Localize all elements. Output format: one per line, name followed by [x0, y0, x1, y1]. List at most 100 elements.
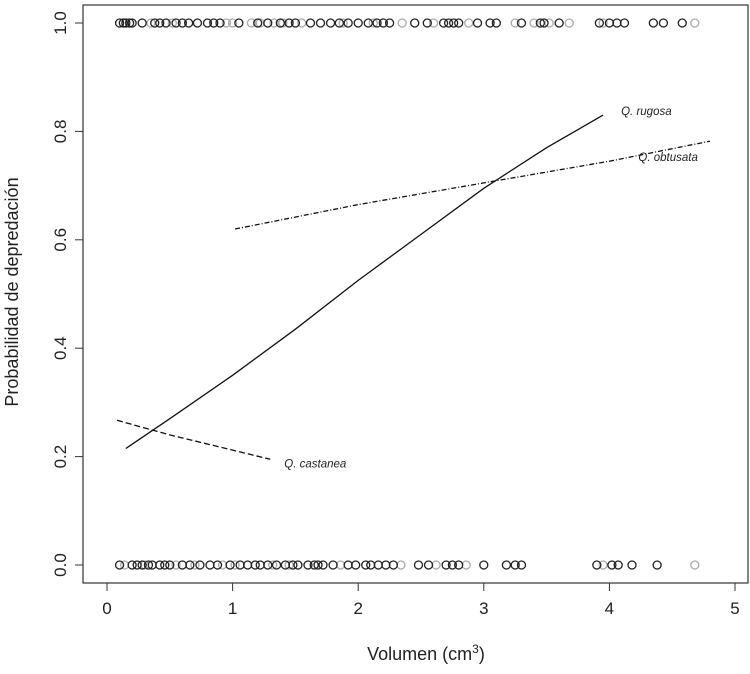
- x-tick-label: 5: [730, 599, 739, 618]
- observation-point-top: [449, 18, 459, 28]
- series-label-q-obtusata: Q. obtusata: [638, 152, 697, 164]
- observation-point-bottom-gray: [431, 560, 441, 570]
- x-axis-title: Volumen (cm3): [367, 642, 485, 664]
- y-tick-label: 0.4: [51, 336, 70, 360]
- x-tick-label: 3: [479, 599, 488, 618]
- observation-point-top: [677, 18, 687, 28]
- series-label-q-castanea: Q. castanea: [284, 458, 346, 470]
- observation-point-top: [554, 18, 564, 28]
- x-tick-label: 0: [102, 599, 111, 618]
- observation-point-bottom: [479, 560, 489, 570]
- observation-point-bottom: [212, 560, 223, 570]
- observation-point-bottom: [132, 560, 142, 570]
- observation-point-bottom: [652, 560, 662, 570]
- observation-point-top: [438, 18, 449, 28]
- observation-point-top-gray: [428, 18, 439, 28]
- y-ticks: 0.0 0.2 0.4 0.6 0.8 1.0: [51, 11, 83, 577]
- observation-point-bottom: [627, 560, 637, 570]
- observation-point-top: [422, 18, 432, 28]
- observation-point-bottom: [114, 560, 125, 570]
- observation-point-top: [658, 18, 669, 28]
- observation-point-top-gray: [227, 18, 238, 28]
- observation-point-bottom: [413, 560, 424, 570]
- y-tick-label: 0.8: [51, 120, 70, 144]
- observation-point-bottom-gray: [268, 560, 278, 570]
- x-axis-title-sup: 3: [472, 642, 479, 656]
- observation-point-bottom: [501, 560, 512, 570]
- observation-point-top-gray: [246, 18, 257, 28]
- observation-point-bottom: [205, 560, 215, 570]
- observation-point-bottom: [447, 560, 458, 570]
- x-tick-label: 2: [353, 599, 362, 618]
- observation-point-top: [253, 18, 263, 28]
- observation-point-top: [150, 18, 160, 28]
- observation-point-top: [378, 18, 388, 28]
- observation-point-top: [648, 18, 659, 28]
- observation-point-bottom: [373, 560, 383, 570]
- series-labels: Q. rugosa Q. obtusata Q. castanea: [284, 106, 698, 470]
- observation-point-top: [353, 18, 363, 28]
- observation-point-bottom: [250, 560, 260, 570]
- observation-point-top: [384, 18, 395, 28]
- observation-point-bottom: [263, 560, 273, 570]
- observation-point-top-gray: [529, 18, 539, 28]
- observation-point-top: [121, 18, 131, 28]
- observation-point-top-gray: [269, 18, 279, 28]
- observation-point-top: [535, 18, 545, 28]
- x-axis-title-close: ): [479, 644, 485, 664]
- observation-point-top-gray: [338, 18, 348, 28]
- observation-point-top-gray: [544, 18, 554, 28]
- observation-point-bottom: [328, 560, 338, 570]
- observation-point-bottom-gray: [598, 560, 608, 570]
- y-tick-label: 0.2: [51, 445, 70, 469]
- curve-q-obtusata: [234, 140, 711, 230]
- observation-point-bottom-gray: [690, 560, 700, 570]
- observation-point-bottom: [195, 560, 205, 570]
- observation-point-top: [192, 18, 203, 28]
- observation-point-top: [612, 18, 622, 28]
- observation-point-bottom-gray: [171, 560, 181, 570]
- y-tick-label: 1.0: [51, 11, 70, 35]
- observation-point-bottom: [137, 560, 147, 570]
- observation-point-top: [334, 18, 345, 28]
- observation-point-top: [275, 18, 285, 28]
- observation-point-top: [114, 18, 125, 28]
- curve-q-rugosa: [125, 114, 604, 450]
- observation-point-top: [443, 18, 454, 28]
- observation-point-bottom: [309, 560, 319, 570]
- series-label-q-rugosa: Q. rugosa: [621, 106, 672, 118]
- observation-point-top: [177, 18, 188, 28]
- x-tick-label: 4: [605, 599, 614, 618]
- observation-point-bottom: [592, 560, 602, 570]
- observation-point-top: [137, 18, 147, 28]
- observation-point-top: [619, 18, 630, 28]
- observation-point-bottom: [303, 560, 313, 570]
- observation-point-bottom: [271, 560, 282, 570]
- observation-point-top: [472, 18, 483, 28]
- observation-point-bottom-gray: [396, 560, 406, 570]
- observation-point-top-gray: [690, 18, 700, 28]
- y-axis-title: Probabilidad de depredación: [2, 177, 22, 406]
- observation-point-top: [516, 18, 527, 28]
- observation-point-bottom: [288, 560, 298, 570]
- observation-point-top: [118, 18, 128, 28]
- y-tick-label: 0.0: [51, 553, 70, 577]
- observation-point-bottom-gray: [230, 560, 240, 570]
- observation-point-bottom: [510, 560, 520, 570]
- observation-point-top-gray: [167, 18, 177, 28]
- observation-point-top-gray: [397, 18, 407, 28]
- observation-point-bottom: [381, 560, 391, 570]
- observation-point-bottom: [441, 560, 451, 570]
- observation-point-top: [124, 18, 135, 28]
- fitted-curves: [116, 114, 711, 460]
- observation-point-top: [343, 18, 353, 28]
- observation-point-top: [454, 18, 464, 28]
- observation-point-bottom: [423, 560, 434, 570]
- observation-point-bottom: [318, 560, 328, 570]
- observation-point-top: [183, 18, 194, 28]
- observation-point-bottom: [388, 560, 399, 570]
- observation-point-top: [215, 18, 225, 28]
- observation-point-top: [410, 18, 420, 28]
- observation-point-bottom: [351, 560, 361, 570]
